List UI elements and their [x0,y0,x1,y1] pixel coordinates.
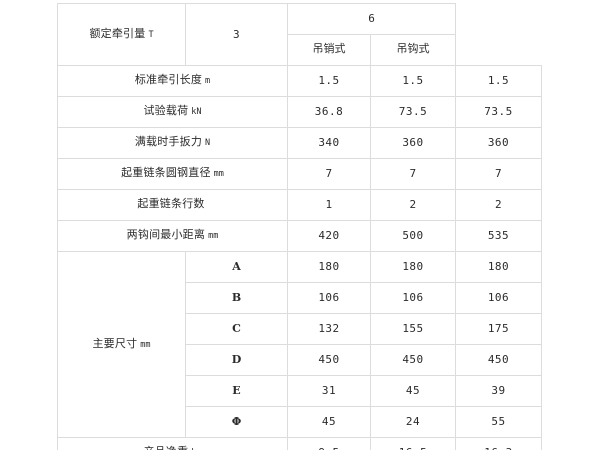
dimension-value-col1: 180 [287,251,371,283]
dimension-key: Φ [185,406,288,438]
row-label-text: 起重链条圆钢直径 [121,167,211,180]
row-label-unit: m [205,76,211,87]
table-row: 标准牵引长度 m 1.5 1.5 1.5 [57,65,542,97]
dimensions-group-label-text: 主要尺寸 [92,337,138,350]
dimension-value-col3: 106 [455,282,542,314]
dimension-value-col1: 45 [287,406,371,438]
dimension-value-col2: 106 [370,282,456,314]
dimension-value-col2: 450 [370,344,456,376]
row-value-col2: 7 [370,158,456,190]
dimension-value-col2: 155 [370,313,456,345]
table-row-dimension: E 31 45 39 [58,375,542,407]
row-value-col2: 2 [370,189,456,221]
dimension-value-col2: 24 [370,406,456,438]
table-body: 额定牵引量 T 3 6 吊销式 吊钩式 标准牵引长度 m 1.5 1.5 1.5 [57,3,542,450]
table-row: 起重链条行数 1 2 2 [57,189,542,221]
table-row-dimension: B 106 106 106 [58,282,542,314]
table-row-header-group: 额定牵引量 T 3 6 [57,3,542,66]
row-value-col2: 1.5 [370,65,456,97]
row-value-col1: 1 [287,189,371,221]
row-value-col1: 340 [287,127,371,159]
dimension-key: B [185,282,288,314]
table-row-dimension: Φ 45 24 55 [58,406,542,438]
row-value-col3: 1.5 [455,65,542,97]
row-value-col2: 16.5 [370,437,456,450]
row-value-col2: 73.5 [370,96,456,128]
dimension-value-col3: 175 [455,313,542,345]
table-row: 两钩间最小距离 mm 420 500 535 [57,220,542,252]
table-row: 试验载荷 kN 36.8 73.5 73.5 [57,96,542,128]
row-label-cell: 产品净重kg [57,437,288,450]
header-col-6-sub-b: 吊钩式 [370,34,456,66]
row-value-col2: 360 [370,127,456,159]
row-label-cell: 起重链条行数 [57,189,288,221]
row-value-col2: 500 [370,220,456,252]
row-label-cell: 两钩间最小距离 mm [57,220,288,252]
dimensions-group-label-unit: mm [140,339,151,350]
row-value-col3: 535 [455,220,542,252]
dimension-key: A [185,251,288,283]
table-row-dimension: 主要尺寸 mm A 180 180 180 [57,251,542,438]
row-label-text: 标准牵引长度 [134,74,203,87]
header-col-6-sub-a: 吊销式 [287,34,371,66]
dimension-value-col1: 132 [287,313,371,345]
row-value-col1: 36.8 [287,96,371,128]
header-col-6-group: 6 [287,3,456,35]
header-row-label-cell: 额定牵引量 T [57,3,186,66]
row-label-unit: kg [191,448,201,450]
dimension-value-col1: 106 [287,282,371,314]
dimension-key: C [185,313,288,345]
dimension-value-col2: 180 [370,251,456,283]
dimension-key: D [185,344,288,376]
dimension-value-col3: 39 [455,375,542,407]
row-value-col3: 2 [455,189,542,221]
dimensions-group-label-cell: 主要尺寸 mm [57,251,186,438]
row-value-col1: 9.5 [287,437,371,450]
table-row-dimension: D 450 450 450 [58,344,542,376]
row-label-text: 起重链条行数 [137,198,205,211]
row-value-col3: 360 [455,127,542,159]
row-label-unit: mm [208,231,219,242]
dimension-key: E [185,375,288,407]
row-value-col1: 420 [287,220,371,252]
row-value-col3: 73.5 [455,96,542,128]
row-label-text: 产品净重 [143,446,188,450]
row-label-text: 满载时手扳力 [134,136,203,149]
table-row: 起重链条圆钢直径 mm 7 7 7 [57,158,542,190]
dimension-value-col3: 180 [455,251,542,283]
dimension-value-col3: 55 [455,406,542,438]
header-row-label-unit: T [148,29,154,40]
row-value-col3: 7 [455,158,542,190]
dimension-value-col1: 31 [287,375,371,407]
header-col-3: 3 [185,3,288,66]
dimension-value-col2: 45 [370,375,456,407]
row-label-text: 两钩间最小距离 [126,229,206,242]
row-label-unit: kN [191,107,202,118]
row-label-cell: 起重链条圆钢直径 mm [57,158,288,190]
header-row-label-text: 额定牵引量 [89,27,146,40]
row-label-cell: 标准牵引长度 m [57,65,288,97]
row-label-cell: 试验载荷 kN [57,96,288,128]
table-row-dimension: C 132 155 175 [58,313,542,345]
row-value-col1: 7 [287,158,371,190]
row-value-col3: 16.3 [455,437,542,450]
dimension-value-col1: 450 [287,344,371,376]
specification-table: 额定牵引量 T 3 6 吊销式 吊钩式 标准牵引长度 m 1.5 1.5 1.5 [57,3,542,450]
row-value-col1: 1.5 [287,65,371,97]
row-label-text: 试验载荷 [143,105,189,118]
table-row-header-sub: 吊销式 吊钩式 [58,34,542,66]
row-label-unit: N [205,138,211,149]
row-label-unit: mm [213,169,224,180]
table-row: 满载时手扳力 N 340 360 360 [57,127,542,159]
dimension-value-col3: 450 [455,344,542,376]
row-label-cell: 满载时手扳力 N [57,127,288,159]
table-row: 产品净重kg 9.5 16.5 16.3 [57,437,542,450]
